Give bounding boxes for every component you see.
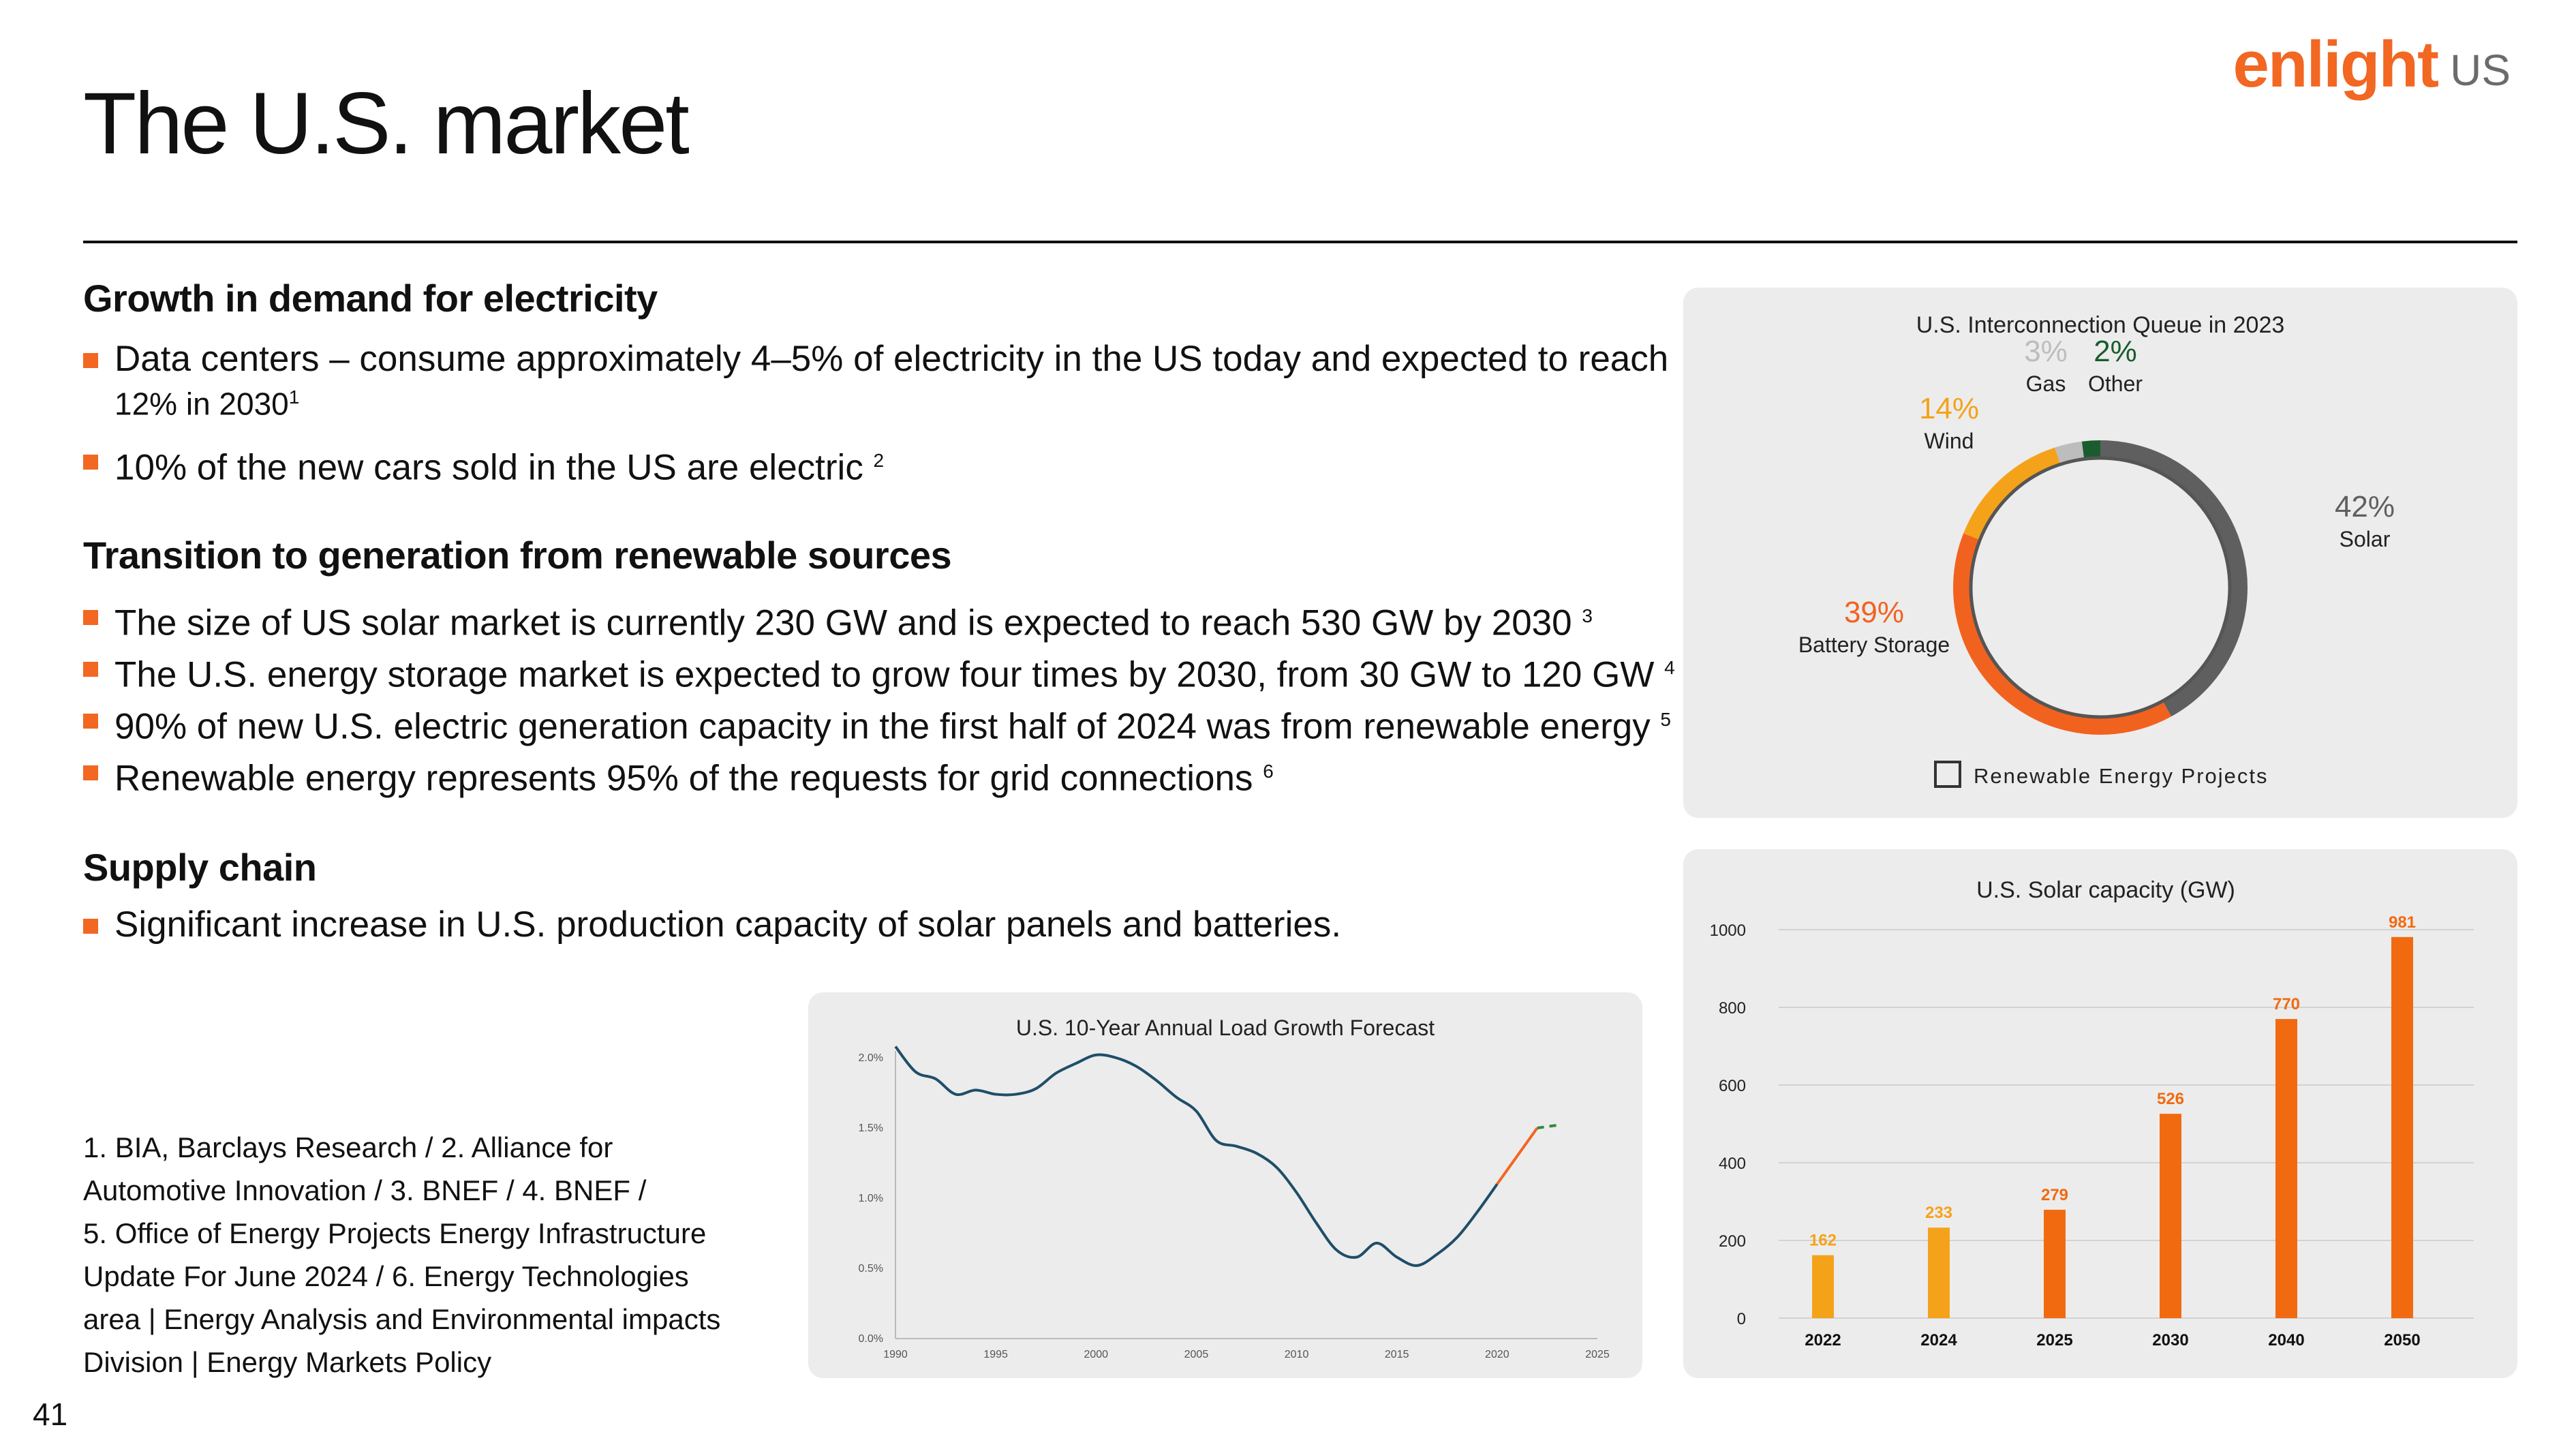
donut-pct-other: 2% bbox=[2094, 335, 2137, 368]
bar-value-label: 981 bbox=[2389, 913, 2416, 932]
x-tick-label: 2050 bbox=[2384, 1331, 2420, 1349]
x-tick-label: 1995 bbox=[983, 1349, 1008, 1360]
donut-slice-wind bbox=[1963, 447, 2061, 540]
donut-pct-gas: 3% bbox=[2024, 335, 2068, 368]
bar-2040 bbox=[2275, 1019, 2297, 1318]
header-divider bbox=[83, 241, 2517, 243]
donut-pct-battery-storage: 39% bbox=[1844, 596, 1904, 629]
bar-2025 bbox=[2044, 1209, 2066, 1318]
donut-label-battery-storage: Battery Storage bbox=[1798, 632, 1950, 657]
footnote-line: Update For June 2024 / 6. Energy Technol… bbox=[83, 1260, 689, 1292]
footnote-line: area | Energy Analysis and Environmental… bbox=[83, 1303, 721, 1335]
bullet-square-icon bbox=[83, 353, 98, 368]
bar-value-label: 770 bbox=[2273, 995, 2300, 1013]
x-tick-label: 2025 bbox=[1585, 1349, 1610, 1360]
donut-slice-gas bbox=[2055, 441, 2085, 465]
section-heading-supply: Supply chain bbox=[83, 846, 317, 889]
x-tick-label: 2000 bbox=[1084, 1349, 1108, 1360]
footnote-line: 1. BIA, Barclays Research / 2. Alliance … bbox=[83, 1131, 613, 1163]
legend-label: Renewable Energy Projects bbox=[1974, 764, 2269, 788]
y-tick-label: 1000 bbox=[1710, 921, 1746, 940]
x-tick-label: 2015 bbox=[1385, 1349, 1409, 1360]
donut-slice-solar bbox=[2100, 440, 2248, 717]
bullet-energy-storage: The U.S. energy storage market is expect… bbox=[83, 647, 1675, 697]
logo-suffix: US bbox=[2450, 46, 2511, 95]
legend-checkbox-icon bbox=[1934, 761, 1961, 788]
x-tick-label: 2022 bbox=[1805, 1331, 1841, 1349]
x-tick-label: 1990 bbox=[883, 1349, 908, 1360]
x-tick-label: 2024 bbox=[1920, 1331, 1957, 1349]
bullet-data-centers: Data centers – consume approximately 4–5… bbox=[83, 338, 1668, 421]
donut-pct-wind: 14% bbox=[1919, 392, 1979, 425]
page-title: The U.S. market bbox=[83, 75, 690, 172]
bar-value-label: 279 bbox=[2041, 1186, 2068, 1204]
donut-label-wind: Wind bbox=[1925, 429, 1974, 453]
bullet-square-icon bbox=[83, 919, 98, 934]
x-tick-label: 2005 bbox=[1184, 1349, 1209, 1360]
y-tick-label: 600 bbox=[1719, 1077, 1746, 1095]
logo-word: enlight bbox=[2233, 28, 2439, 101]
bullet-solar-market: The size of US solar market is currently… bbox=[83, 595, 1593, 645]
y-tick-label: 0.5% bbox=[859, 1263, 883, 1275]
bullet-square-icon bbox=[83, 610, 98, 625]
bar-value-label: 233 bbox=[1925, 1204, 1952, 1222]
x-tick-label: 2010 bbox=[1285, 1349, 1309, 1360]
x-tick-label: 2040 bbox=[2268, 1331, 2304, 1349]
chart-title: U.S. Interconnection Queue in 2023 bbox=[1916, 312, 2285, 338]
bullet-electric-cars: 10% of the new cars sold in the US are e… bbox=[83, 440, 884, 489]
bullet-square-icon bbox=[83, 765, 98, 780]
bar-value-label: 162 bbox=[1809, 1232, 1837, 1250]
bullet-square-icon bbox=[83, 455, 98, 470]
solar-capacity-card: U.S. Solar capacity (GW) 0 200 400 600 800 10… bbox=[1683, 849, 2517, 1378]
donut-slice-battery-storage bbox=[1953, 533, 2172, 735]
y-tick-label: 1.5% bbox=[859, 1123, 883, 1134]
y-tick-label: 800 bbox=[1719, 999, 1746, 1018]
page-number: 41 bbox=[33, 1397, 68, 1432]
load-growth-line bbox=[894, 1046, 1499, 1267]
bar-value-label: 526 bbox=[2157, 1090, 2184, 1108]
donut-slice-other bbox=[2081, 440, 2101, 459]
y-tick-label: 1.0% bbox=[859, 1193, 883, 1204]
y-tick-label: 200 bbox=[1719, 1232, 1746, 1251]
y-tick-label: 2.0% bbox=[859, 1052, 883, 1064]
bar-2050 bbox=[2391, 936, 2413, 1318]
bullet-grid-requests: Renewable energy represents 95% of the r… bbox=[83, 750, 1274, 800]
donut-label-other: Other bbox=[2088, 371, 2143, 396]
bullet-square-icon bbox=[83, 714, 98, 729]
section-heading-demand: Growth in demand for electricity bbox=[83, 277, 658, 320]
interconnection-queue-chart: U.S. Interconnection Queue in 2023 42% So… bbox=[1798, 312, 2395, 788]
footnote-line: Division | Energy Markets Policy bbox=[83, 1346, 492, 1378]
interconnection-queue-card: U.S. Interconnection Queue in 2023 42% So… bbox=[1683, 288, 2517, 818]
bullet-square-icon bbox=[83, 662, 98, 677]
bar-2022 bbox=[1812, 1255, 1834, 1318]
enlight-logo: enlight US bbox=[2233, 27, 2511, 102]
load-growth-card: U.S. 10-Year Annual Load Growth Forecast… bbox=[808, 992, 1642, 1378]
y-tick-label: 0.0% bbox=[859, 1333, 883, 1345]
bullet-generation-capacity: 90% of new U.S. electric generation capa… bbox=[83, 699, 1671, 748]
bullet-supply-chain: Significant increase in U.S. production … bbox=[83, 904, 1341, 946]
chart-title: U.S. 10-Year Annual Load Growth Forecast bbox=[1016, 1016, 1435, 1040]
donut-pct-solar: 42% bbox=[2335, 490, 2395, 523]
section-heading-renewable: Transition to generation from renewable … bbox=[83, 534, 952, 577]
load-growth-chart: U.S. 10-Year Annual Load Growth Forecast… bbox=[859, 1016, 1610, 1360]
load-growth-line-forecast bbox=[1537, 1123, 1558, 1129]
y-tick-label: 0 bbox=[1737, 1310, 1746, 1328]
solar-capacity-chart: U.S. Solar capacity (GW) 0 200 400 600 800 10… bbox=[1710, 877, 2474, 1349]
footnotes: 1. BIA, Barclays Research / 2. Alliance … bbox=[83, 1126, 799, 1384]
bar-2024 bbox=[1928, 1227, 1950, 1318]
inner-ring bbox=[1969, 456, 2232, 719]
load-growth-line-transition bbox=[1496, 1127, 1539, 1185]
donut-label-solar: Solar bbox=[2340, 527, 2391, 551]
y-tick-label: 400 bbox=[1719, 1155, 1746, 1173]
x-tick-label: 2030 bbox=[2152, 1331, 2188, 1349]
x-tick-label: 2020 bbox=[1485, 1349, 1509, 1360]
x-tick-label: 2025 bbox=[2036, 1331, 2072, 1349]
chart-title: U.S. Solar capacity (GW) bbox=[1976, 877, 2235, 903]
bar-2030 bbox=[2160, 1114, 2181, 1318]
footnote-line: 5. Office of Energy Projects Energy Infr… bbox=[83, 1217, 707, 1249]
footnote-line: Automotive Innovation / 3. BNEF / 4. BNE… bbox=[83, 1174, 647, 1206]
donut-label-gas: Gas bbox=[2026, 371, 2066, 396]
